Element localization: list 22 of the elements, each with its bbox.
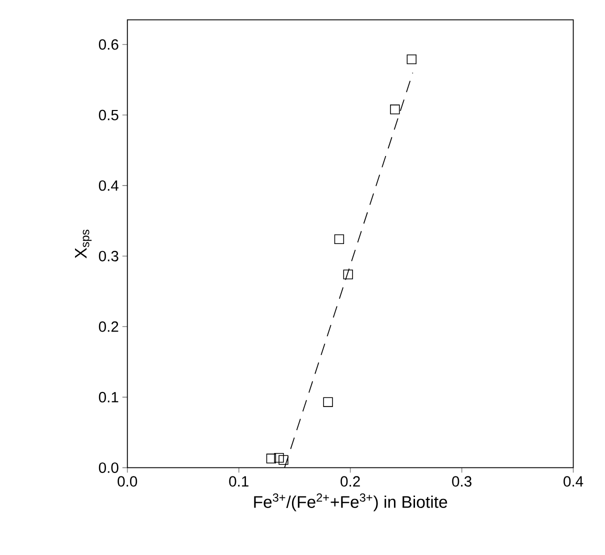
y-tick-label: 0.0: [98, 462, 118, 473]
y-tick-label: 0.1: [98, 392, 118, 402]
x-tick-label: 0.4: [564, 476, 584, 487]
x-tick-label: 0.2: [340, 476, 360, 487]
y-axis-title: X$_{sps}$: [75, 230, 92, 258]
point: [343, 270, 353, 280]
x-axis-title: Fe$^{3+}$/(Fe$^{2+}$+Fe$^{3+}$) in Biotite: [254, 493, 448, 512]
x-tick-label: 0.1: [229, 476, 248, 487]
point: [278, 455, 288, 465]
point: [390, 104, 400, 114]
point: [266, 454, 276, 464]
y-tick-label: 0.2: [98, 321, 118, 332]
y-tick-label: 0.6: [98, 39, 118, 50]
y-tick-label: 0.5: [98, 110, 118, 120]
y-tick-label: 0.4: [98, 180, 118, 191]
y-tick-label: 0.3: [98, 250, 118, 262]
point: [334, 234, 344, 244]
x-tick-label: 0.3: [452, 476, 472, 487]
point: [406, 54, 416, 64]
point: [274, 453, 284, 463]
point: [323, 397, 333, 408]
x-tick-label: 0.0: [118, 476, 138, 487]
